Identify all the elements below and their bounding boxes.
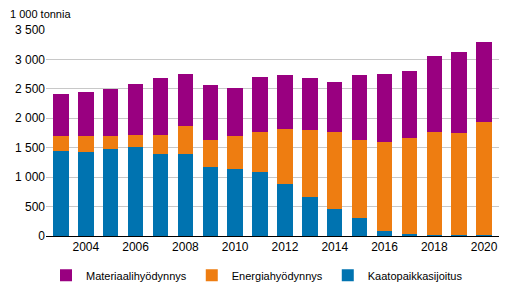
svg-text:2006: 2006 <box>122 240 149 254</box>
svg-text:3 500: 3 500 <box>15 23 45 37</box>
svg-text:2018: 2018 <box>421 240 448 254</box>
svg-text:2016: 2016 <box>371 240 398 254</box>
svg-text:Kaatopaikkasijoitus: Kaatopaikkasijoitus <box>368 270 463 282</box>
svg-text:3 000: 3 000 <box>15 53 45 67</box>
svg-text:2008: 2008 <box>172 240 199 254</box>
svg-text:1 000: 1 000 <box>15 170 45 184</box>
svg-text:2010: 2010 <box>222 240 249 254</box>
svg-text:1 000 tonnia: 1 000 tonnia <box>10 8 71 20</box>
svg-text:Energiahyödynnys: Energiahyödynnys <box>232 270 323 282</box>
svg-text:2 500: 2 500 <box>15 82 45 96</box>
svg-text:2020: 2020 <box>471 240 498 254</box>
svg-text:2014: 2014 <box>321 240 348 254</box>
svg-text:0: 0 <box>38 229 45 243</box>
svg-text:Materiaalihyödynnys: Materiaalihyödynnys <box>86 270 187 282</box>
svg-text:1 500: 1 500 <box>15 141 45 155</box>
svg-text:2004: 2004 <box>72 240 99 254</box>
svg-text:2012: 2012 <box>272 240 299 254</box>
svg-text:2 000: 2 000 <box>15 111 45 125</box>
svg-text:500: 500 <box>25 200 45 214</box>
